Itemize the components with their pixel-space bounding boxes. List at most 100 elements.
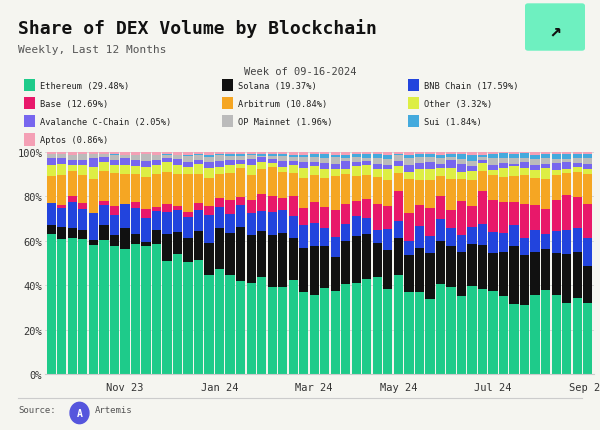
Bar [89, 153, 98, 155]
Bar [362, 162, 371, 166]
Bar [583, 155, 592, 159]
Bar [352, 153, 361, 155]
Text: ↗: ↗ [549, 21, 561, 40]
Bar [299, 178, 308, 208]
Bar [352, 201, 361, 216]
Bar [425, 237, 434, 254]
Bar [320, 154, 329, 159]
Bar [583, 165, 592, 170]
Bar [541, 210, 550, 234]
Bar [184, 212, 193, 218]
Bar [572, 153, 582, 154]
Bar [520, 158, 529, 163]
Bar [572, 228, 582, 253]
Bar [551, 201, 561, 232]
Bar [509, 246, 518, 304]
Bar [152, 155, 161, 160]
Bar [572, 298, 582, 374]
Bar [99, 153, 109, 155]
Bar [488, 175, 497, 200]
Text: A: A [77, 408, 82, 418]
Circle shape [70, 402, 89, 424]
Bar [362, 154, 371, 158]
Bar [194, 260, 203, 374]
Bar [131, 203, 140, 209]
Bar [215, 270, 224, 374]
Bar [57, 209, 67, 228]
Bar [467, 161, 476, 167]
Bar [467, 172, 476, 181]
Bar [583, 303, 592, 374]
Bar [467, 227, 476, 245]
Bar [299, 208, 308, 225]
Bar [152, 211, 161, 230]
Bar [163, 159, 172, 163]
Bar [572, 198, 582, 228]
Bar [320, 289, 329, 374]
Bar [362, 235, 371, 280]
Bar [446, 287, 455, 374]
Bar [520, 168, 529, 176]
Bar [142, 155, 151, 162]
Bar [467, 245, 476, 287]
Bar [78, 166, 88, 175]
Bar [163, 261, 172, 374]
Bar [121, 249, 130, 374]
Bar [163, 163, 172, 173]
Bar [173, 156, 182, 160]
Bar [362, 280, 371, 374]
Bar [352, 162, 361, 166]
Bar [215, 155, 224, 156]
Bar [142, 218, 151, 242]
Bar [110, 154, 119, 155]
Bar [99, 202, 109, 206]
Bar [121, 205, 130, 229]
Bar [320, 228, 329, 247]
Bar [205, 215, 214, 243]
Bar [121, 229, 130, 249]
Bar [446, 154, 455, 157]
Bar [551, 154, 561, 160]
Bar [47, 204, 56, 225]
Bar [562, 196, 571, 230]
Bar [89, 240, 98, 245]
Bar [509, 225, 518, 246]
Bar [383, 206, 392, 230]
Bar [215, 168, 224, 175]
Text: Share of DEX Volume by Blockchain: Share of DEX Volume by Blockchain [18, 19, 377, 38]
Bar [373, 230, 382, 244]
Bar [121, 159, 130, 165]
Bar [57, 239, 67, 374]
Bar [467, 287, 476, 374]
Bar [278, 172, 287, 199]
Bar [78, 240, 88, 374]
Bar [289, 197, 298, 217]
Bar [572, 173, 582, 198]
Bar [215, 208, 224, 228]
Bar [236, 157, 245, 160]
Bar [341, 284, 350, 374]
Bar [152, 175, 161, 207]
Bar [99, 241, 109, 374]
Bar [47, 166, 56, 177]
Bar [194, 231, 203, 260]
Bar [572, 159, 582, 163]
Bar [205, 155, 214, 157]
Bar [509, 159, 518, 165]
Bar [478, 172, 487, 191]
Bar [278, 168, 287, 172]
Text: Source:: Source: [18, 405, 56, 414]
Bar [142, 178, 151, 209]
Bar [236, 154, 245, 157]
Bar [247, 236, 256, 283]
Bar [184, 163, 193, 168]
Bar [184, 153, 193, 155]
Text: Weekly, Last 12 Months: Weekly, Last 12 Months [18, 45, 167, 55]
Bar [415, 153, 424, 155]
Bar [194, 156, 203, 161]
Bar [257, 169, 266, 195]
Bar [268, 157, 277, 160]
Bar [68, 172, 77, 197]
Bar [184, 168, 193, 175]
Bar [551, 160, 561, 164]
